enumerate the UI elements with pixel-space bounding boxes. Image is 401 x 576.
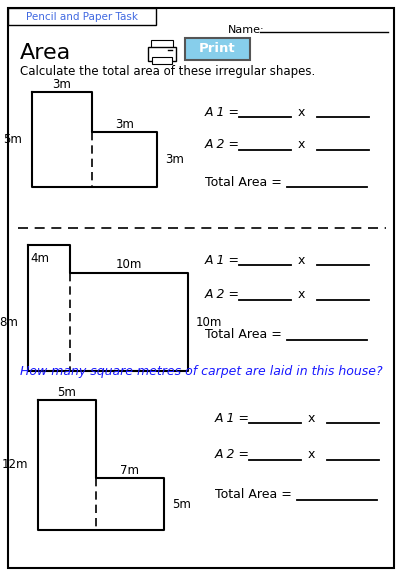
- Text: Print: Print: [198, 43, 235, 55]
- FancyBboxPatch shape: [184, 38, 249, 60]
- Text: 12m: 12m: [2, 458, 28, 472]
- Text: 8m: 8m: [0, 316, 18, 328]
- Text: 10m: 10m: [115, 259, 142, 271]
- Text: A 1 =: A 1 =: [205, 105, 239, 119]
- Text: 4m: 4m: [30, 252, 49, 266]
- Text: x: x: [297, 289, 304, 301]
- Bar: [148, 47, 176, 61]
- Text: A 2 =: A 2 =: [215, 449, 249, 461]
- Text: x: x: [297, 138, 304, 151]
- Text: x: x: [297, 105, 304, 119]
- Text: Pencil and Paper Task: Pencil and Paper Task: [26, 12, 138, 21]
- Text: Total Area =: Total Area =: [205, 176, 281, 188]
- Text: A 2 =: A 2 =: [205, 138, 239, 151]
- FancyBboxPatch shape: [8, 8, 156, 25]
- Text: 3m: 3m: [53, 78, 71, 92]
- Text: 5m: 5m: [3, 133, 22, 146]
- Text: x: x: [306, 411, 314, 425]
- Text: A 1 =: A 1 =: [205, 253, 239, 267]
- Text: A 2 =: A 2 =: [205, 289, 239, 301]
- Text: 5m: 5m: [57, 385, 76, 399]
- Bar: [152, 57, 172, 64]
- Text: x: x: [297, 253, 304, 267]
- Bar: [151, 40, 172, 49]
- Text: A 1 =: A 1 =: [215, 411, 249, 425]
- Text: Name:: Name:: [227, 25, 264, 35]
- Text: 10m: 10m: [196, 316, 222, 328]
- Text: 3m: 3m: [115, 118, 134, 131]
- Text: x: x: [306, 449, 314, 461]
- Text: 7m: 7m: [120, 464, 139, 476]
- Text: Total Area =: Total Area =: [215, 488, 291, 502]
- Text: 5m: 5m: [172, 498, 190, 510]
- Text: Calculate the total area of these irregular shapes.: Calculate the total area of these irregu…: [20, 66, 314, 78]
- Text: Area: Area: [20, 43, 71, 63]
- Text: 3m: 3m: [164, 153, 183, 166]
- Text: Total Area =: Total Area =: [205, 328, 281, 342]
- Text: How many square metres of carpet are laid in this house?: How many square metres of carpet are lai…: [20, 366, 382, 378]
